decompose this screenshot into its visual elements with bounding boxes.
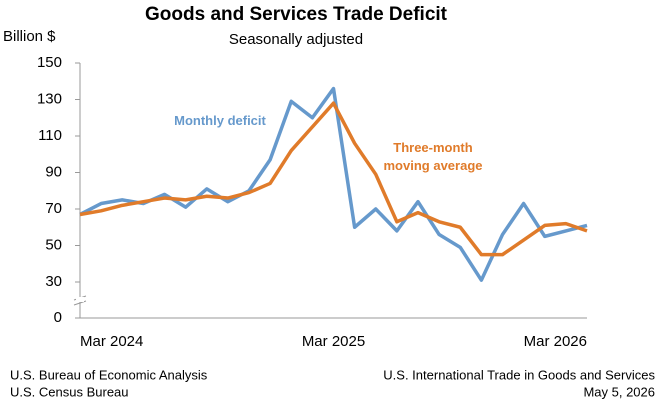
y-tick-label: 50 <box>45 236 62 253</box>
series-label: Monthly deficit <box>174 113 266 128</box>
x-tick-label: Mar 2025 <box>302 333 365 350</box>
footer-right: U.S. International Trade in Goods and Se… <box>383 367 655 382</box>
x-tick-label: Mar 2026 <box>524 333 587 350</box>
x-tick-label: Mar 2024 <box>80 333 143 350</box>
footer-left: U.S. Bureau of Economic Analysis <box>10 367 208 382</box>
series-line <box>79 86 588 282</box>
y-tick-label: 110 <box>38 127 62 144</box>
y-axis-label: Billion $ <box>3 28 56 45</box>
chart-subtitle: Seasonally adjusted <box>229 31 363 48</box>
footer-right: May 5, 2026 <box>583 384 655 399</box>
y-tick-label: 0 <box>54 309 62 326</box>
y-tick-label: 70 <box>45 200 62 217</box>
chart-title: Goods and Services Trade Deficit <box>145 4 448 25</box>
footer-left: U.S. Census Bureau <box>10 384 129 399</box>
series-label: Three-month moving average <box>383 140 483 173</box>
y-tick-label: 130 <box>37 90 62 107</box>
y-tick-label: 30 <box>45 273 62 290</box>
series-line <box>79 101 588 257</box>
y-tick-label: 150 <box>37 54 62 71</box>
axis-break-gap <box>76 297 84 302</box>
y-tick-label: 90 <box>45 163 62 180</box>
